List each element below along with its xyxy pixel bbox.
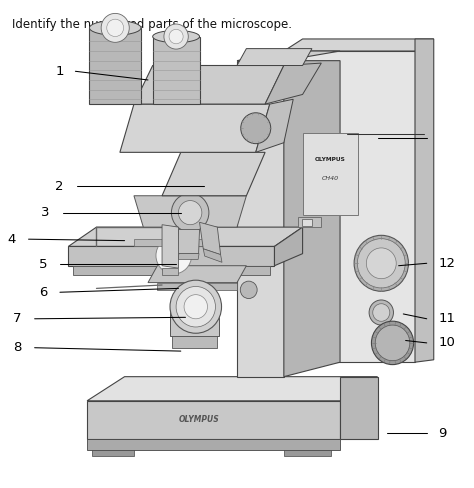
Polygon shape — [415, 39, 434, 362]
Text: 4: 4 — [8, 233, 16, 245]
Polygon shape — [274, 227, 302, 265]
Polygon shape — [134, 65, 284, 104]
Text: 3: 3 — [41, 206, 50, 219]
Polygon shape — [237, 49, 312, 65]
Circle shape — [240, 281, 257, 299]
Polygon shape — [171, 307, 219, 336]
Circle shape — [354, 235, 409, 291]
Circle shape — [107, 19, 124, 37]
Text: 6: 6 — [39, 286, 47, 299]
Circle shape — [375, 325, 410, 361]
Polygon shape — [92, 450, 134, 456]
Text: 5: 5 — [39, 258, 47, 271]
Text: 11: 11 — [438, 312, 456, 325]
Ellipse shape — [153, 31, 200, 42]
Circle shape — [357, 239, 405, 288]
Polygon shape — [340, 377, 377, 439]
Polygon shape — [178, 254, 199, 260]
Text: OLYMPUS: OLYMPUS — [179, 415, 220, 424]
Polygon shape — [256, 99, 293, 152]
Polygon shape — [153, 37, 200, 104]
Polygon shape — [302, 133, 358, 215]
Circle shape — [241, 113, 271, 143]
Polygon shape — [200, 223, 220, 255]
Polygon shape — [237, 61, 284, 377]
Polygon shape — [162, 268, 178, 275]
Text: 1: 1 — [55, 65, 64, 78]
Polygon shape — [284, 51, 415, 362]
Circle shape — [369, 300, 393, 325]
Polygon shape — [173, 336, 217, 348]
Text: CH40: CH40 — [322, 176, 339, 182]
Polygon shape — [120, 104, 270, 152]
Polygon shape — [265, 63, 321, 104]
Text: 8: 8 — [13, 341, 21, 354]
Polygon shape — [90, 28, 141, 104]
Circle shape — [366, 248, 396, 279]
Circle shape — [101, 13, 129, 42]
Text: 7: 7 — [13, 312, 21, 325]
Polygon shape — [162, 224, 178, 268]
Text: 10: 10 — [438, 336, 456, 349]
Polygon shape — [157, 283, 237, 290]
Circle shape — [170, 280, 221, 333]
Polygon shape — [73, 265, 270, 275]
Circle shape — [184, 295, 208, 319]
Polygon shape — [134, 239, 209, 246]
Polygon shape — [148, 265, 246, 283]
Polygon shape — [162, 152, 265, 196]
Circle shape — [172, 193, 209, 232]
Circle shape — [164, 24, 188, 49]
Circle shape — [178, 201, 202, 224]
Ellipse shape — [90, 20, 141, 35]
Polygon shape — [298, 218, 321, 227]
Circle shape — [169, 29, 183, 44]
Polygon shape — [301, 219, 312, 225]
Text: OLYMPUS: OLYMPUS — [315, 157, 346, 162]
Polygon shape — [87, 377, 377, 401]
Polygon shape — [87, 439, 340, 450]
Circle shape — [156, 237, 191, 274]
Polygon shape — [134, 196, 246, 227]
Polygon shape — [284, 39, 434, 51]
Polygon shape — [284, 450, 331, 456]
Polygon shape — [87, 401, 340, 439]
Text: 2: 2 — [55, 180, 64, 193]
Circle shape — [373, 304, 390, 321]
Circle shape — [372, 321, 414, 365]
Polygon shape — [177, 229, 200, 254]
Polygon shape — [68, 227, 302, 246]
Text: 9: 9 — [438, 427, 447, 440]
Polygon shape — [237, 51, 340, 61]
Circle shape — [176, 286, 216, 327]
Polygon shape — [68, 246, 274, 265]
Text: Identify the numbered parts of the microscope.: Identify the numbered parts of the micro… — [12, 18, 292, 31]
Polygon shape — [203, 249, 222, 263]
Text: 12: 12 — [438, 257, 456, 270]
Polygon shape — [284, 61, 340, 377]
